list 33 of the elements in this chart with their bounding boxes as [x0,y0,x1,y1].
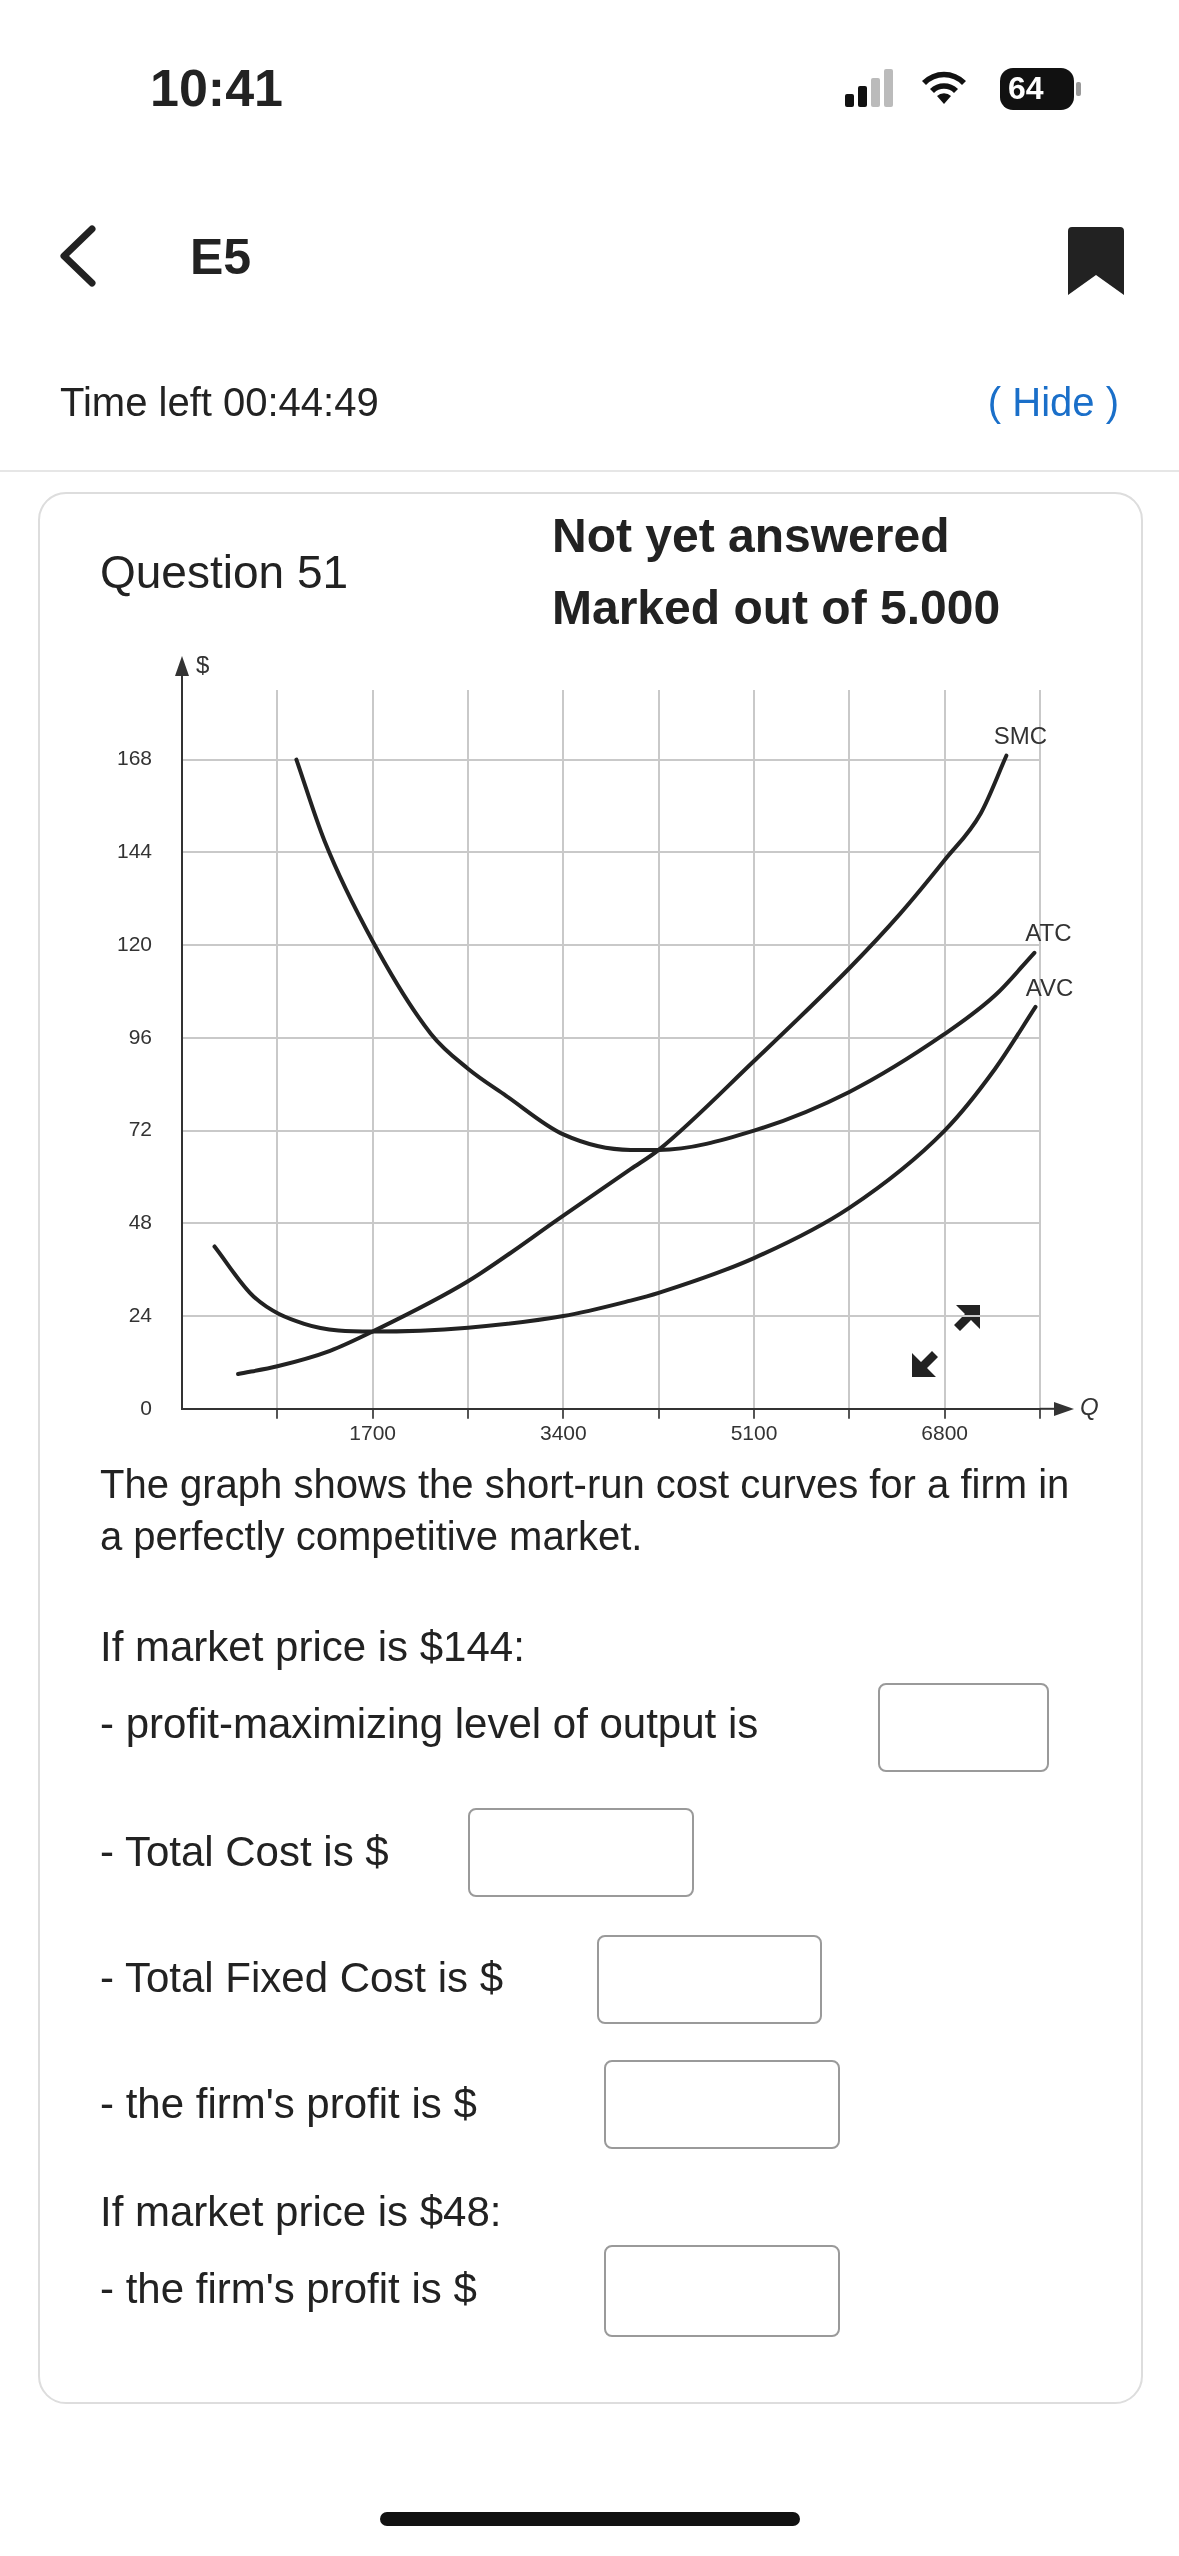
x-tick-label: 6800 [921,1421,969,1445]
x-tick-label: 1700 [349,1421,397,1445]
text: If market price is $48: [100,2188,502,2236]
y-tick-label: 96 [128,1024,152,1048]
text: - Total Cost is $ [100,1828,389,1876]
series-label: SMC [993,722,1048,750]
text: The graph shows the short-run cost curves for a firm in a perfectly competitive market. [100,1461,1071,1560]
y-tick-label: 120 [116,931,152,955]
text: If market price is $144: [100,1623,525,1671]
text: Time left 00:44:49 [60,380,379,425]
y-tick-label: 144 [116,839,153,863]
text: 10:41 [150,58,283,118]
y-tick-label: 48 [128,1210,152,1234]
text: E5 [190,228,252,286]
y-tick-label: 0 [140,1395,152,1419]
y-tick-label: 168 [116,746,152,770]
text: 64 [1008,70,1044,107]
text: - profit-maximizing level of output is [100,1700,759,1748]
y-tick-label: 24 [128,1302,153,1326]
text: - the firm's profit is $ [100,2080,477,2128]
x-tick-label: 5100 [730,1421,778,1445]
series-label: ATC [1025,919,1072,947]
y-axis-title: $ [196,650,210,678]
text: - the firm's profit is $ [100,2265,477,2313]
text: Marked out of 5.000 [552,580,1001,635]
series-label: AVC [1025,973,1074,1001]
text: Question 51 [100,545,349,599]
x-axis-title: Q [1080,1393,1099,1421]
y-tick-label: 72 [128,1117,152,1141]
text: Not yet answered [552,508,950,563]
x-tick-label: 3400 [539,1421,587,1445]
text: ( Hide ) [987,380,1119,425]
text: - Total Fixed Cost is $ [100,1954,504,2002]
